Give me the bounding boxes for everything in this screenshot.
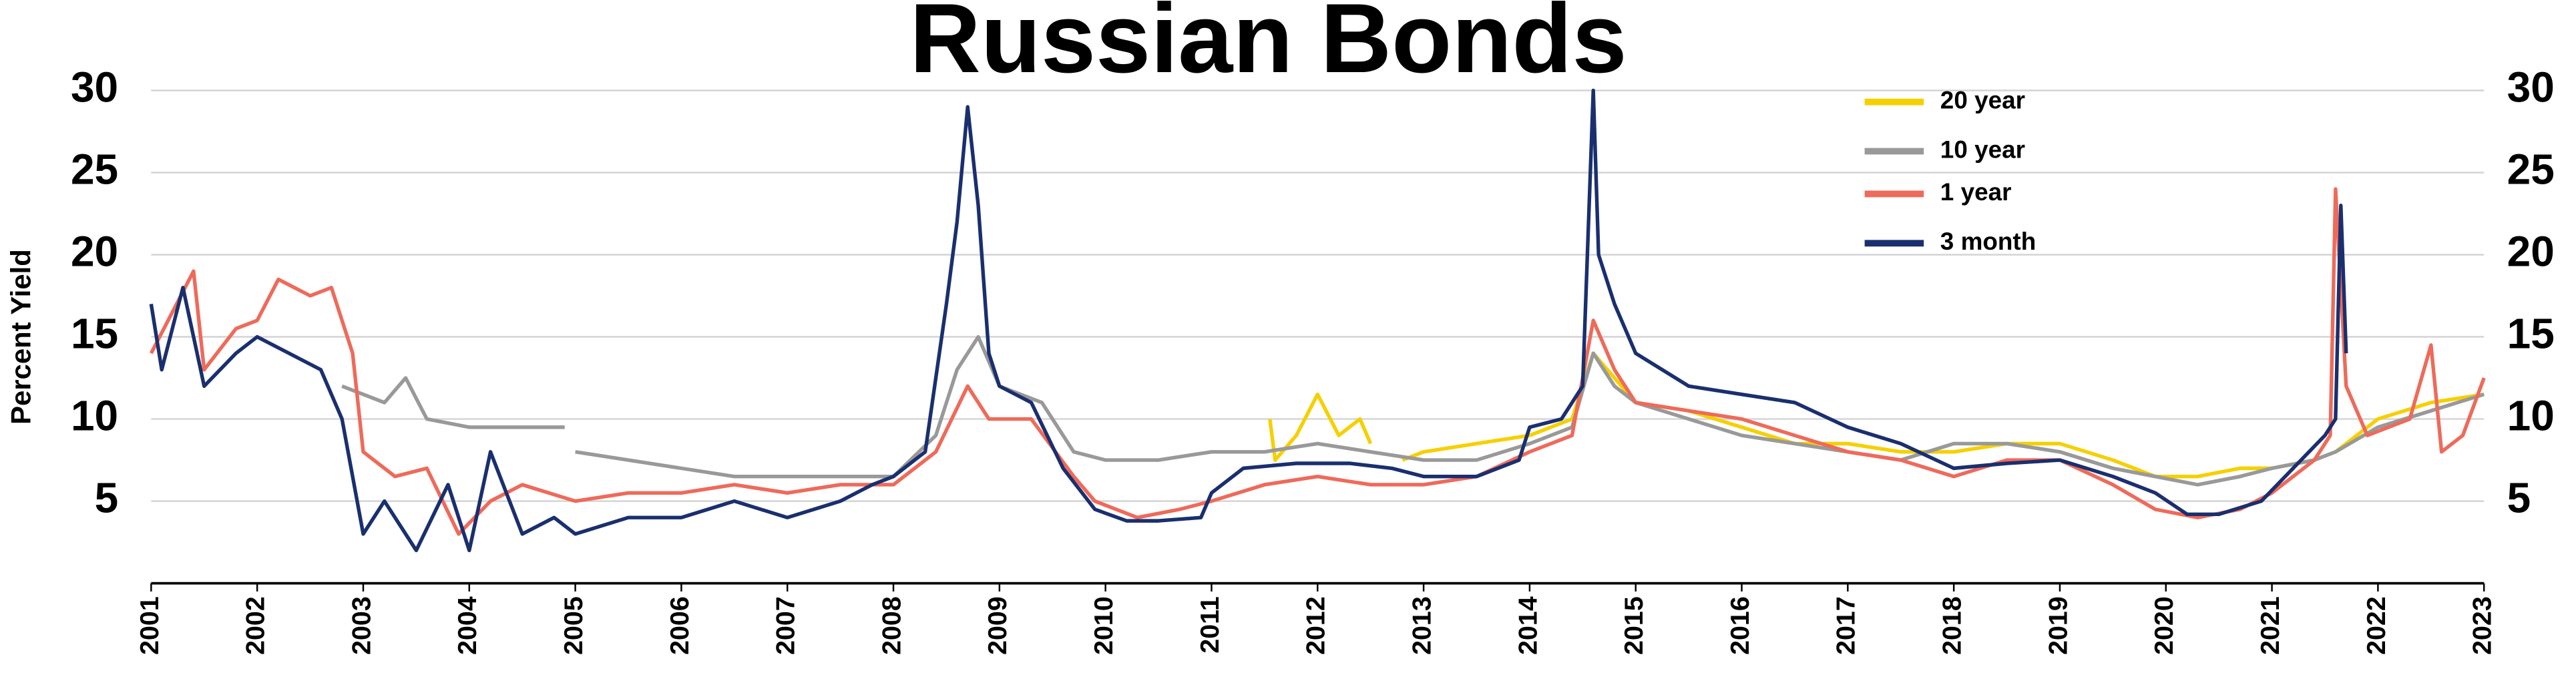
y-tick-label-right: 15 <box>2507 309 2555 357</box>
x-tick-label: 2009 <box>983 596 1012 655</box>
x-tick-label: 2003 <box>347 596 376 655</box>
y-tick-label-right: 5 <box>2507 473 2531 521</box>
x-tick-label: 2023 <box>2468 596 2497 655</box>
x-tick-label: 2008 <box>877 596 906 655</box>
x-tick-label: 2012 <box>1301 596 1331 655</box>
y-tick-label: 25 <box>71 145 118 193</box>
y-tick-label-right: 10 <box>2507 391 2555 439</box>
legend-label: 10 year <box>1940 136 2025 163</box>
x-tick-label: 2020 <box>2149 596 2179 655</box>
x-tick-label: 2007 <box>771 596 801 655</box>
series-line <box>1268 392 1373 462</box>
y-axis-label: Percent Yield <box>5 249 36 425</box>
y-tick-label: 30 <box>71 63 118 111</box>
x-tick-label: 2006 <box>665 596 694 655</box>
x-tick-label: 2013 <box>1407 596 1436 655</box>
x-tick-label: 2015 <box>1619 596 1649 655</box>
legend-label: 3 month <box>1940 228 2036 255</box>
x-tick-label: 2021 <box>2256 596 2285 655</box>
y-tick-label: 10 <box>71 391 118 439</box>
x-tick-label: 2019 <box>2043 596 2073 655</box>
y-tick-label: 5 <box>95 473 119 521</box>
x-tick-label: 2016 <box>1725 596 1755 655</box>
y-tick-label-right: 20 <box>2507 227 2555 275</box>
x-tick-label: 2010 <box>1089 596 1118 655</box>
y-tick-label: 15 <box>71 309 118 357</box>
y-tick-label: 20 <box>71 227 118 275</box>
x-tick-label: 2005 <box>559 596 588 655</box>
x-tick-label: 2004 <box>453 596 482 655</box>
chart-title: Russian Bonds <box>909 0 1627 93</box>
y-tick-label-right: 30 <box>2507 63 2555 111</box>
series-line <box>575 334 2485 487</box>
series-line <box>341 376 565 429</box>
legend-label: 1 year <box>1940 178 2012 206</box>
x-tick-label: 2022 <box>2362 596 2391 655</box>
x-tick-label: 2011 <box>1195 596 1225 653</box>
legend-label: 20 year <box>1940 86 2025 114</box>
x-tick-label: 2002 <box>241 596 270 655</box>
x-tick-label: 2017 <box>1832 596 1861 655</box>
x-tick-label: 2018 <box>1938 596 1967 655</box>
x-tick-label: 2014 <box>1513 596 1542 655</box>
series-line <box>149 88 2348 553</box>
x-tick-label: 2001 <box>135 596 164 655</box>
y-tick-label-right: 25 <box>2507 145 2555 193</box>
